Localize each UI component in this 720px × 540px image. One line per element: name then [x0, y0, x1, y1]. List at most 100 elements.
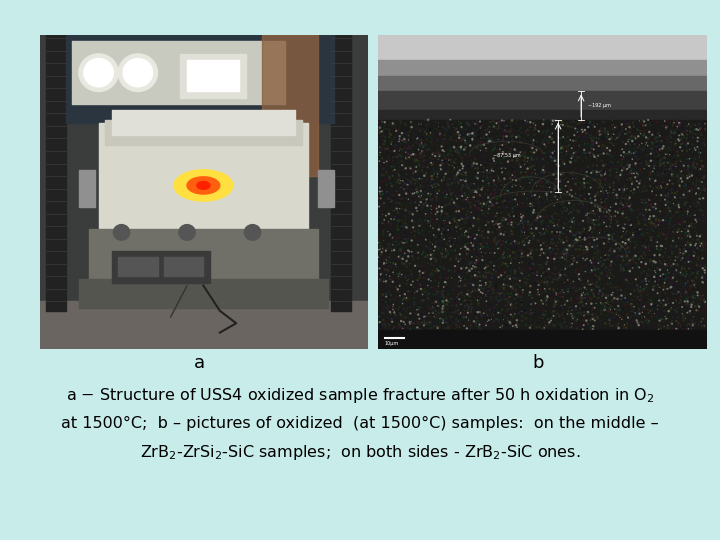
- Point: [400, 320, 411, 329]
- Point: [384, 295, 396, 303]
- Point: [570, 306, 582, 314]
- Point: [588, 150, 599, 159]
- Point: [636, 252, 647, 260]
- Point: [672, 253, 683, 262]
- Point: [661, 126, 672, 135]
- Point: [528, 116, 540, 125]
- Point: [543, 320, 554, 329]
- Point: [454, 269, 466, 278]
- Point: [389, 307, 400, 316]
- Point: [573, 153, 585, 162]
- Point: [628, 255, 639, 264]
- Point: [682, 166, 693, 174]
- Point: [516, 129, 527, 137]
- Point: [401, 235, 413, 244]
- Point: [556, 144, 567, 152]
- Point: [671, 308, 683, 316]
- Point: [515, 160, 526, 169]
- Point: [389, 279, 400, 287]
- Point: [430, 203, 441, 212]
- Point: [498, 280, 509, 289]
- Point: [534, 168, 545, 177]
- Point: [589, 260, 600, 268]
- Point: [512, 293, 523, 301]
- Point: [562, 244, 574, 252]
- Point: [492, 176, 504, 184]
- Point: [549, 254, 560, 263]
- Point: [639, 117, 650, 126]
- Point: [513, 181, 525, 190]
- Point: [562, 287, 574, 296]
- Point: [598, 183, 609, 191]
- Point: [627, 306, 639, 314]
- Point: [460, 254, 472, 263]
- Point: [580, 254, 592, 263]
- Point: [594, 287, 606, 295]
- Point: [688, 199, 700, 208]
- Point: [636, 278, 647, 286]
- Point: [522, 244, 534, 253]
- Point: [389, 136, 400, 144]
- Point: [652, 274, 663, 283]
- Point: [596, 129, 608, 138]
- Point: [593, 301, 604, 310]
- Point: [655, 191, 667, 199]
- Point: [593, 272, 605, 281]
- Point: [606, 164, 617, 173]
- Point: [449, 301, 461, 309]
- Point: [541, 257, 553, 266]
- Point: [618, 132, 629, 141]
- Point: [586, 239, 598, 248]
- Point: [586, 314, 598, 322]
- Point: [652, 141, 663, 150]
- Point: [409, 232, 420, 240]
- Point: [387, 171, 398, 180]
- Point: [474, 128, 486, 137]
- Point: [595, 166, 607, 174]
- Point: [526, 276, 538, 285]
- Point: [444, 155, 456, 164]
- Point: [634, 165, 646, 174]
- Point: [502, 314, 513, 322]
- Point: [536, 139, 548, 147]
- Point: [443, 289, 454, 298]
- Point: [592, 202, 603, 211]
- Point: [482, 226, 494, 234]
- Point: [590, 273, 601, 282]
- Point: [577, 217, 589, 225]
- Point: [647, 116, 658, 124]
- Point: [603, 300, 615, 309]
- Point: [662, 321, 674, 330]
- Point: [409, 117, 420, 126]
- Point: [684, 320, 696, 328]
- Point: [645, 236, 657, 245]
- Point: [639, 248, 650, 256]
- Point: [632, 172, 644, 181]
- Point: [649, 281, 660, 289]
- Point: [489, 194, 500, 202]
- Point: [574, 305, 585, 313]
- Point: [466, 183, 477, 192]
- Point: [572, 241, 583, 250]
- Point: [628, 232, 639, 241]
- Point: [519, 307, 531, 316]
- Point: [522, 279, 534, 287]
- Point: [637, 145, 649, 153]
- Point: [438, 235, 450, 244]
- Point: [480, 207, 491, 216]
- Point: [469, 271, 481, 280]
- Point: [649, 138, 661, 147]
- Point: [510, 118, 521, 127]
- Point: [526, 225, 537, 233]
- Point: [403, 210, 415, 219]
- Point: [451, 252, 462, 260]
- Point: [559, 182, 570, 191]
- Point: [638, 122, 649, 131]
- Point: [606, 260, 618, 269]
- Point: [419, 313, 431, 321]
- Point: [439, 187, 451, 196]
- Point: [529, 230, 541, 238]
- Point: [388, 126, 400, 134]
- Point: [439, 124, 451, 133]
- Point: [433, 323, 444, 332]
